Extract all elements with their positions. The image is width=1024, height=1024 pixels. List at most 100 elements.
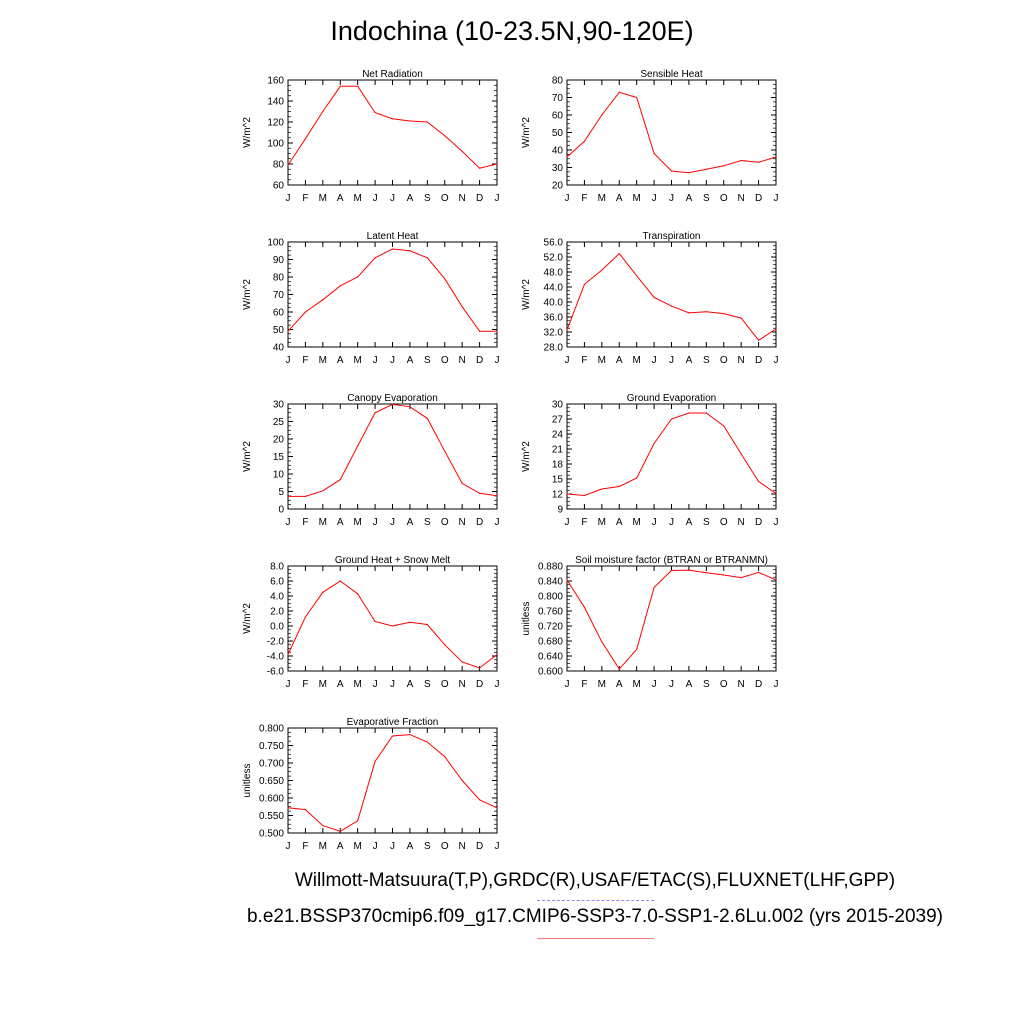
x-tick-label: O: [720, 679, 728, 690]
y-tick-label: 0.650: [259, 776, 284, 787]
data-point: [322, 299, 324, 301]
data-point: [740, 159, 742, 162]
x-tick-label: F: [302, 679, 308, 690]
data-point: [496, 653, 498, 656]
x-tick-label: A: [337, 841, 344, 852]
y-tick-label: 5: [278, 487, 284, 498]
data-point: [653, 586, 655, 588]
data-point: [322, 825, 324, 827]
data-point: [444, 644, 446, 646]
y-tick-label: 25: [273, 417, 285, 428]
y-tick-label: 40: [552, 146, 564, 157]
y-axis-label: W/m^2: [242, 603, 253, 634]
y-tick-label: 40.0: [544, 298, 564, 309]
data-point: [287, 807, 289, 809]
x-tick-label: O: [720, 355, 728, 366]
chart-panel: Evaporative Fraction unitless 0.500 0.550 0.…: [242, 717, 500, 852]
x-tick-label: J: [774, 517, 779, 528]
data-point: [705, 412, 707, 414]
x-tick-label: O: [720, 193, 728, 204]
y-tick-label: 0.0: [270, 622, 284, 633]
legend-solid-line: [537, 938, 654, 939]
data-point: [426, 121, 428, 123]
chart-title: Canopy Evaporation: [347, 393, 438, 404]
y-axis-label: W/m^2: [242, 117, 253, 148]
data-point: [636, 275, 638, 277]
chart-title: Evaporative Fraction: [347, 717, 439, 728]
data-point: [670, 305, 673, 307]
data-point: [601, 641, 603, 643]
y-tick-label: 0.550: [259, 811, 284, 822]
x-tick-label: J: [286, 355, 291, 366]
x-tick-label: J: [373, 679, 378, 690]
x-tick-label: M: [598, 355, 606, 366]
x-tick-label: F: [581, 355, 587, 366]
x-tick-label: J: [373, 841, 378, 852]
x-tick-label: M: [632, 355, 640, 366]
data-point: [304, 138, 307, 140]
x-tick-label: A: [337, 517, 344, 528]
x-tick-label: M: [319, 841, 327, 852]
data-point: [478, 167, 481, 169]
data-point: [461, 661, 463, 663]
data-point: [391, 118, 394, 120]
x-tick-label: M: [319, 679, 327, 690]
x-tick-label: S: [703, 679, 710, 690]
x-tick-label: A: [407, 679, 414, 690]
x-tick-label: N: [459, 355, 466, 366]
data-point: [757, 339, 760, 341]
data-point: [357, 820, 359, 822]
y-tick-label: 30: [552, 400, 564, 411]
y-tick-label: 56.0: [544, 238, 564, 249]
data-point: [478, 667, 481, 669]
x-tick-label: A: [407, 517, 414, 528]
plot-frame: [566, 241, 777, 348]
data-point: [583, 140, 586, 142]
x-tick-label: J: [652, 679, 657, 690]
data-point: [426, 257, 428, 259]
x-tick-label: A: [686, 679, 693, 690]
x-tick-label: A: [616, 193, 623, 204]
caption-observations: Willmott-Matsuura(T,P),GRDC(R),USAF/ETAC…: [294, 870, 896, 891]
data-point: [757, 161, 760, 163]
x-tick-label: A: [337, 679, 344, 690]
plot-frame: [287, 241, 498, 348]
x-tick-label: A: [686, 355, 693, 366]
x-tick-label: J: [669, 517, 674, 528]
data-point: [444, 756, 446, 758]
y-tick-label: 18: [552, 460, 564, 471]
chart-panel: Ground Heat + Snow Melt W/m^2 -6.0 -4.0 -2.0…: [242, 555, 500, 690]
y-tick-label: 0.800: [259, 724, 284, 735]
y-axis-label: unitless: [242, 764, 253, 798]
data-point: [636, 96, 638, 99]
data-point: [461, 306, 463, 308]
x-tick-label: J: [495, 517, 500, 528]
x-tick-label: M: [319, 193, 327, 204]
x-tick-label: J: [495, 841, 500, 852]
data-point: [496, 163, 498, 165]
y-axis-label: W/m^2: [242, 441, 253, 472]
y-tick-label: 0.750: [259, 741, 284, 752]
x-tick-label: J: [495, 679, 500, 690]
x-tick-label: A: [407, 193, 414, 204]
y-tick-label: 60: [273, 308, 285, 319]
y-tick-label: 21: [552, 445, 564, 456]
data-point: [688, 569, 690, 571]
data-point: [636, 477, 638, 479]
data-point: [775, 328, 777, 330]
y-tick-label: 28.0: [544, 343, 564, 354]
data-point: [757, 571, 760, 573]
series-line: [287, 248, 497, 332]
data-point: [461, 779, 463, 782]
data-point: [426, 417, 428, 419]
data-point: [339, 479, 341, 481]
x-tick-label: M: [353, 679, 361, 690]
data-point: [322, 490, 324, 492]
x-tick-label: M: [353, 841, 361, 852]
data-point: [339, 85, 341, 87]
y-tick-label: 4.0: [270, 592, 284, 603]
x-tick-label: J: [669, 355, 674, 366]
y-tick-label: 30: [552, 163, 564, 174]
